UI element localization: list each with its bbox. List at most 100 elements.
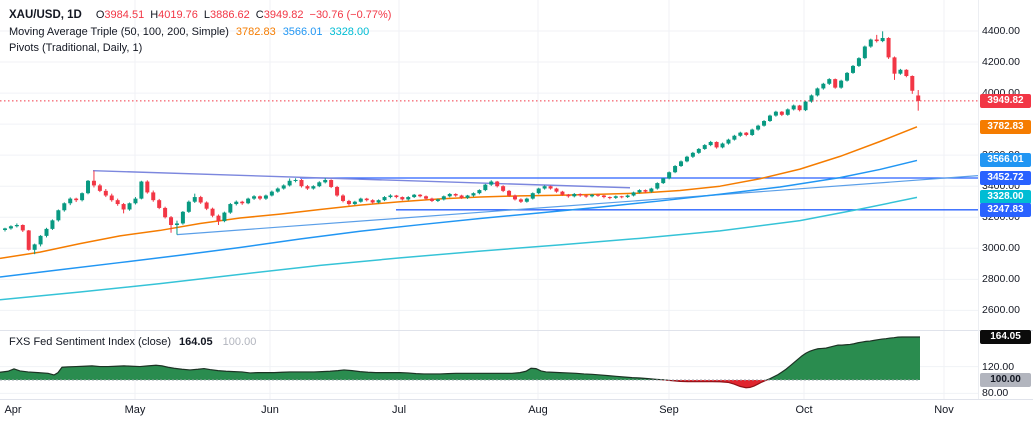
candle-body [8, 226, 13, 229]
candle-body [180, 211, 185, 224]
candle-body [560, 191, 565, 195]
candle-body [26, 230, 31, 250]
candle-body [696, 148, 701, 153]
candle-body [299, 179, 304, 187]
sentiment-legend[interactable]: FXS Fed Sentiment Index (close) 164.05 100… [9, 336, 256, 348]
candle-body [910, 76, 915, 91]
candle-body [584, 195, 589, 197]
candle-body [536, 188, 541, 194]
sentiment-baseline-value: 100.00 [222, 336, 257, 348]
candle-body [252, 196, 257, 199]
ma-indicator-row[interactable]: Moving Average Triple (50, 100, 200, Sim… [9, 24, 391, 41]
candle-body [904, 69, 909, 77]
candle-body [607, 197, 612, 199]
candle-body [317, 182, 322, 187]
candle-body [827, 79, 832, 84]
ma100-line [0, 159, 918, 278]
candle-body [483, 184, 488, 191]
candle-body [868, 39, 873, 47]
month-label[interactable]: Nov [934, 404, 954, 416]
candle-body [97, 185, 102, 191]
trendline[interactable] [92, 169, 631, 189]
ohlc-key: O [95, 9, 105, 21]
candle-body [240, 201, 245, 204]
price-badge: 100.00 [980, 373, 1031, 387]
candle-body [127, 203, 132, 210]
pivots-indicator-label[interactable]: Pivots (Traditional, Daily, 1) [9, 42, 143, 54]
month-label[interactable]: Sep [659, 404, 679, 416]
candle-body [726, 139, 731, 144]
candle-body [204, 202, 209, 209]
candle-body [673, 166, 678, 173]
candle-body [495, 181, 500, 187]
main-legend[interactable]: XAU/USD, 1D O3984.51 H4019.76 L3886.62 C3949… [9, 7, 391, 57]
candle-body [400, 197, 405, 200]
candle-body [62, 203, 67, 211]
ohlc-key: H [150, 9, 159, 21]
sentiment-area-positive [0, 337, 920, 380]
sentiment-indicator-label[interactable]: FXS Fed Sentiment Index (close) [9, 336, 172, 348]
candle-body [845, 72, 850, 81]
pivots-indicator-row[interactable]: Pivots (Traditional, Daily, 1) [9, 40, 391, 57]
candle-body [263, 195, 268, 199]
month-label[interactable]: May [124, 404, 146, 416]
candle-body [489, 181, 494, 185]
ohlc-key: L [203, 9, 211, 21]
month-label[interactable]: Oct [795, 404, 813, 416]
candle-body [192, 197, 197, 202]
month-label[interactable]: Jun [261, 404, 279, 416]
month-label[interactable]: Jul [391, 404, 407, 416]
candle-body [471, 193, 476, 196]
ma-value: 3328.00 [329, 25, 370, 38]
candle-body [412, 194, 417, 198]
ma-indicator-label[interactable]: Moving Average Triple (50, 100, 200, Sim… [9, 25, 229, 38]
candle-body [228, 204, 233, 213]
candle-body [20, 225, 25, 231]
ma-value: 3566.01 [282, 25, 323, 38]
candle-body [139, 181, 144, 199]
candle-body [145, 181, 150, 193]
candle-body [785, 109, 790, 115]
sentiment-value: 164.05 [179, 336, 213, 348]
trendline[interactable] [176, 175, 979, 236]
ohlc-key: C [255, 9, 264, 21]
candle-body [566, 194, 571, 197]
candle-body [767, 115, 772, 122]
candle-body [892, 57, 897, 74]
symbol-title[interactable]: XAU/USD, 1D [9, 9, 82, 21]
candle-body [198, 197, 203, 203]
ohlc-value: 3984.51 [104, 9, 145, 21]
month-label[interactable]: Apr [4, 404, 22, 416]
month-label[interactable]: Aug [528, 404, 548, 416]
candle-body [133, 198, 138, 204]
candle-body [815, 88, 820, 96]
candle-body [667, 172, 672, 179]
price-badge: 3247.83 [980, 202, 1031, 217]
candle-body [862, 46, 867, 59]
candle-body [898, 69, 903, 74]
candle-body [880, 37, 885, 42]
sentiment-area-negative [0, 380, 920, 388]
candle-body [916, 95, 921, 101]
candle-body [74, 198, 79, 201]
candle-body [809, 95, 814, 102]
ma-indicator-values: 3782.83 3566.01 3328.00 [229, 26, 369, 38]
candle-body [596, 194, 600, 196]
candle-body [418, 194, 423, 197]
symbol-row[interactable]: XAU/USD, 1D O3984.51 H4019.76 L3886.62 C3949… [9, 7, 391, 24]
candle-body [803, 101, 808, 111]
candle-body [246, 198, 251, 204]
candle-body [625, 195, 630, 198]
candle-body [643, 190, 648, 192]
candle-body [216, 215, 221, 222]
ma-value: 3782.83 [235, 25, 276, 38]
ma200-line [0, 196, 918, 301]
candle-body [554, 188, 559, 192]
price-badge: 3566.01 [980, 153, 1031, 168]
candle-body [394, 195, 399, 198]
candle-body [797, 105, 802, 111]
candle-body [518, 199, 523, 202]
price-badge: 164.05 [980, 329, 1031, 344]
pane-separator[interactable] [0, 330, 1033, 331]
